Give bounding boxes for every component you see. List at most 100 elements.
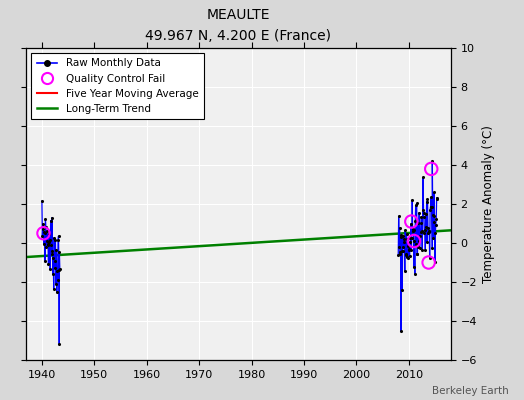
Point: [54, 266, 63, 273]
Y-axis label: Temperature Anomaly (°C): Temperature Anomaly (°C): [483, 125, 495, 283]
Point: [395, 213, 403, 220]
Point: [423, 239, 431, 245]
Point: [416, 232, 424, 239]
Point: [52, 280, 60, 287]
Point: [394, 252, 402, 258]
Point: [419, 210, 428, 216]
Point: [414, 244, 422, 250]
Point: [419, 174, 427, 180]
Point: [424, 227, 433, 234]
Point: [45, 231, 53, 237]
Point: [432, 194, 441, 201]
Point: [397, 328, 405, 334]
Point: [427, 204, 435, 210]
Point: [421, 227, 429, 234]
Point: [398, 287, 406, 294]
Point: [413, 251, 422, 258]
Point: [50, 258, 59, 265]
Point: [430, 213, 439, 219]
Point: [395, 225, 403, 231]
Point: [396, 250, 404, 257]
Point: [38, 232, 47, 239]
Point: [46, 266, 54, 272]
Point: [55, 341, 63, 348]
Point: [397, 234, 405, 240]
Point: [416, 229, 424, 236]
Point: [403, 236, 411, 242]
Point: [43, 241, 52, 247]
Point: [43, 228, 51, 234]
Point: [41, 216, 50, 222]
Point: [420, 230, 429, 236]
Point: [47, 251, 56, 258]
Point: [411, 217, 419, 224]
Point: [407, 246, 416, 253]
Point: [53, 268, 61, 274]
Point: [39, 240, 48, 247]
Point: [432, 222, 440, 228]
Point: [410, 264, 418, 270]
Point: [40, 230, 49, 236]
Point: [429, 212, 437, 218]
Point: [413, 220, 422, 226]
Point: [424, 225, 432, 232]
Point: [49, 271, 57, 277]
Point: [48, 248, 57, 254]
Point: [406, 252, 414, 259]
Point: [398, 248, 407, 254]
Point: [428, 158, 436, 164]
Point: [418, 246, 427, 253]
Point: [42, 244, 50, 250]
Point: [420, 214, 428, 220]
Point: [45, 238, 53, 245]
Point: [407, 218, 416, 225]
Point: [408, 197, 417, 203]
Point: [50, 234, 58, 241]
Point: [428, 204, 436, 211]
Point: [38, 198, 46, 204]
Point: [42, 237, 51, 244]
Point: [53, 277, 62, 284]
Point: [40, 229, 48, 235]
Point: [409, 227, 418, 233]
Point: [429, 234, 438, 241]
Point: [409, 226, 417, 232]
Point: [406, 238, 414, 245]
Point: [49, 255, 58, 262]
Point: [48, 214, 56, 221]
Point: [429, 219, 438, 225]
Title: MEAULTE
49.967 N, 4.200 E (France): MEAULTE 49.967 N, 4.200 E (France): [146, 8, 331, 43]
Point: [425, 255, 434, 261]
Point: [431, 259, 439, 265]
Point: [399, 233, 407, 239]
Legend: Raw Monthly Data, Quality Control Fail, Five Year Moving Average, Long-Term Tren: Raw Monthly Data, Quality Control Fail, …: [31, 53, 204, 119]
Point: [401, 252, 410, 259]
Point: [422, 198, 431, 205]
Point: [397, 232, 406, 238]
Point: [419, 207, 427, 214]
Point: [399, 244, 408, 250]
Point: [55, 249, 63, 256]
Point: [49, 286, 58, 292]
Point: [56, 266, 64, 272]
Point: [402, 250, 410, 257]
Point: [52, 289, 61, 295]
Point: [416, 245, 424, 252]
Point: [417, 214, 425, 220]
Point: [411, 270, 419, 277]
Point: [41, 258, 49, 265]
Point: [46, 237, 54, 244]
Point: [408, 235, 416, 242]
Point: [404, 243, 412, 249]
Point: [414, 238, 423, 244]
Point: [54, 233, 63, 239]
Point: [430, 189, 438, 196]
Point: [413, 250, 421, 257]
Point: [47, 218, 55, 224]
Point: [410, 238, 419, 244]
Text: Berkeley Earth: Berkeley Earth: [432, 386, 508, 396]
Point: [407, 220, 415, 227]
Point: [426, 206, 434, 213]
Point: [417, 220, 425, 226]
Point: [410, 238, 418, 244]
